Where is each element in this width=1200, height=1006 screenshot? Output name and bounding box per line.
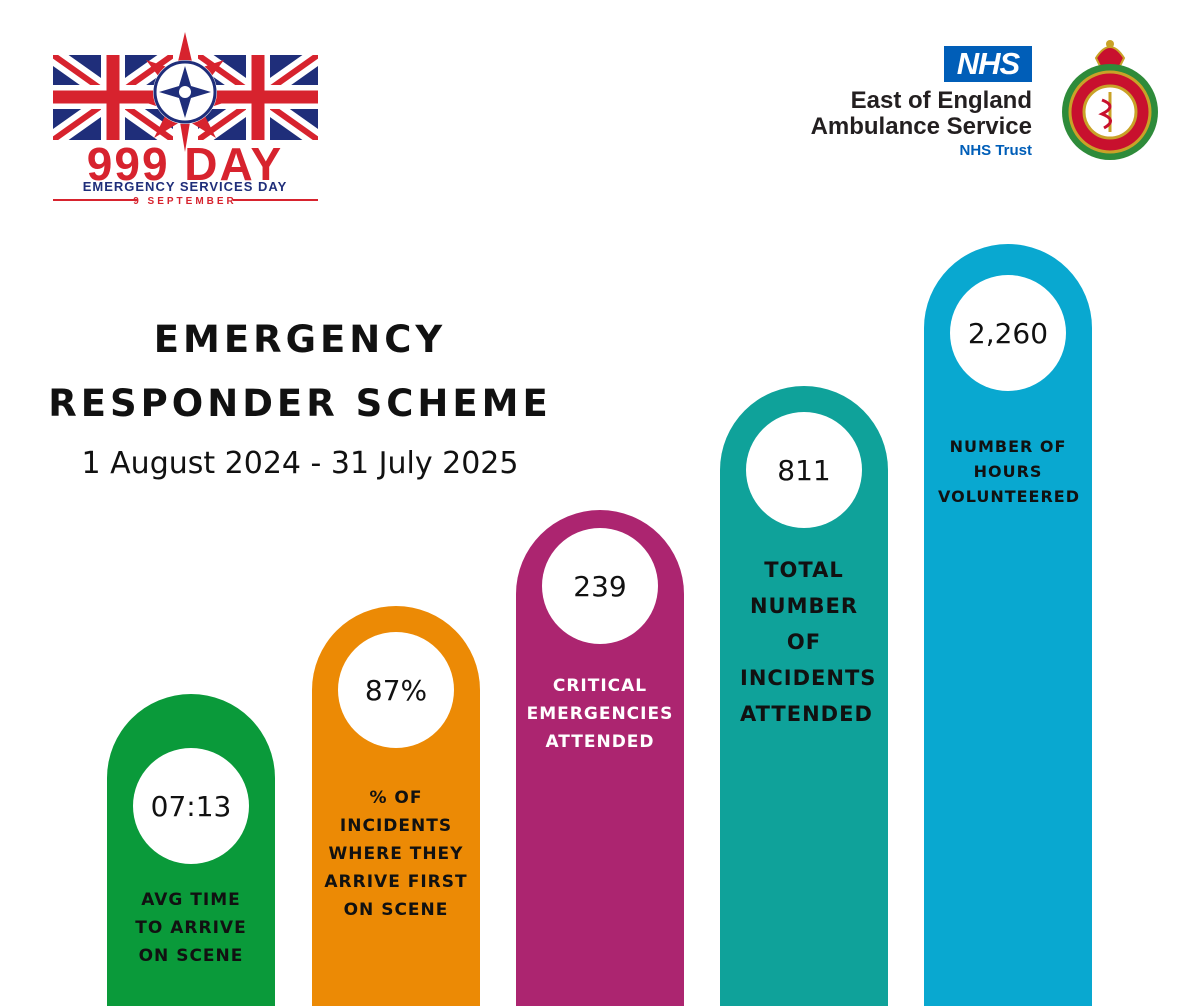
stat-label: % OF INCIDENTS WHERE THEY ARRIVE FIRST O…: [324, 788, 468, 920]
stat-value: 2,260: [950, 275, 1066, 391]
nhs-org-line1: East of England: [850, 87, 1032, 114]
nhs-org-line2: Ambulance Service: [810, 113, 1032, 140]
logo-999-day-text: 999 DAY: [87, 138, 283, 190]
nhs-org-name: East of England Ambulance Service: [811, 88, 1032, 140]
stat-value: 239: [542, 528, 658, 644]
ambulance-crest-icon: [1062, 40, 1158, 160]
union-flag-right-icon: [198, 55, 318, 140]
logo-date: 9 SEPTEMBER: [133, 196, 237, 207]
stat-label: AVG TIME TO ARRIVE ON SCENE: [135, 890, 247, 966]
stat-pillar-first-on-scene: 87% % OF INCIDENTS WHERE THEY ARRIVE FIR…: [312, 606, 480, 1006]
stat-label: NUMBER OF HOURS VOLUNTEERED: [938, 437, 1081, 506]
stat-pillar-critical: 239 CRITICAL EMERGENCIES ATTENDED: [516, 510, 684, 1006]
999-day-logo: 999 DAY EMERGENCY SERVICES DAY 9 SEPTEMB…: [53, 32, 318, 207]
stat-label: CRITICAL EMERGENCIES ATTENDED: [526, 676, 674, 752]
page-title-line2: RESPONDER SCHEME: [48, 382, 552, 425]
nhs-trust-logo: NHS East of England Ambulance Service NH…: [800, 46, 1032, 166]
stat-label: TOTAL NUMBER OF INCIDENTS ATTENDED: [740, 558, 877, 726]
nhs-badge: NHS: [944, 46, 1032, 82]
nhs-trust-label: NHS Trust: [959, 142, 1032, 159]
logo-subtitle: EMERGENCY SERVICES DAY: [83, 179, 288, 194]
stat-pillar-total-incidents: 811 TOTAL NUMBER OF INCIDENTS ATTENDED: [720, 386, 888, 1006]
stat-value: 811: [746, 412, 862, 528]
stat-value: 87%: [338, 632, 454, 748]
title-block: EMERGENCY RESPONDER SCHEME 1 August 2024…: [40, 308, 560, 481]
compass-star-icon: [138, 32, 232, 152]
date-range: 1 August 2024 - 31 July 2025: [81, 446, 519, 481]
stat-pillar-hours: 2,260 NUMBER OF HOURS VOLUNTEERED: [924, 244, 1092, 1006]
stat-pillar-avg-time: 07:13 AVG TIME TO ARRIVE ON SCENE: [107, 694, 275, 1006]
stat-value: 07:13: [133, 748, 249, 864]
page-title-line1: EMERGENCY: [153, 318, 447, 361]
